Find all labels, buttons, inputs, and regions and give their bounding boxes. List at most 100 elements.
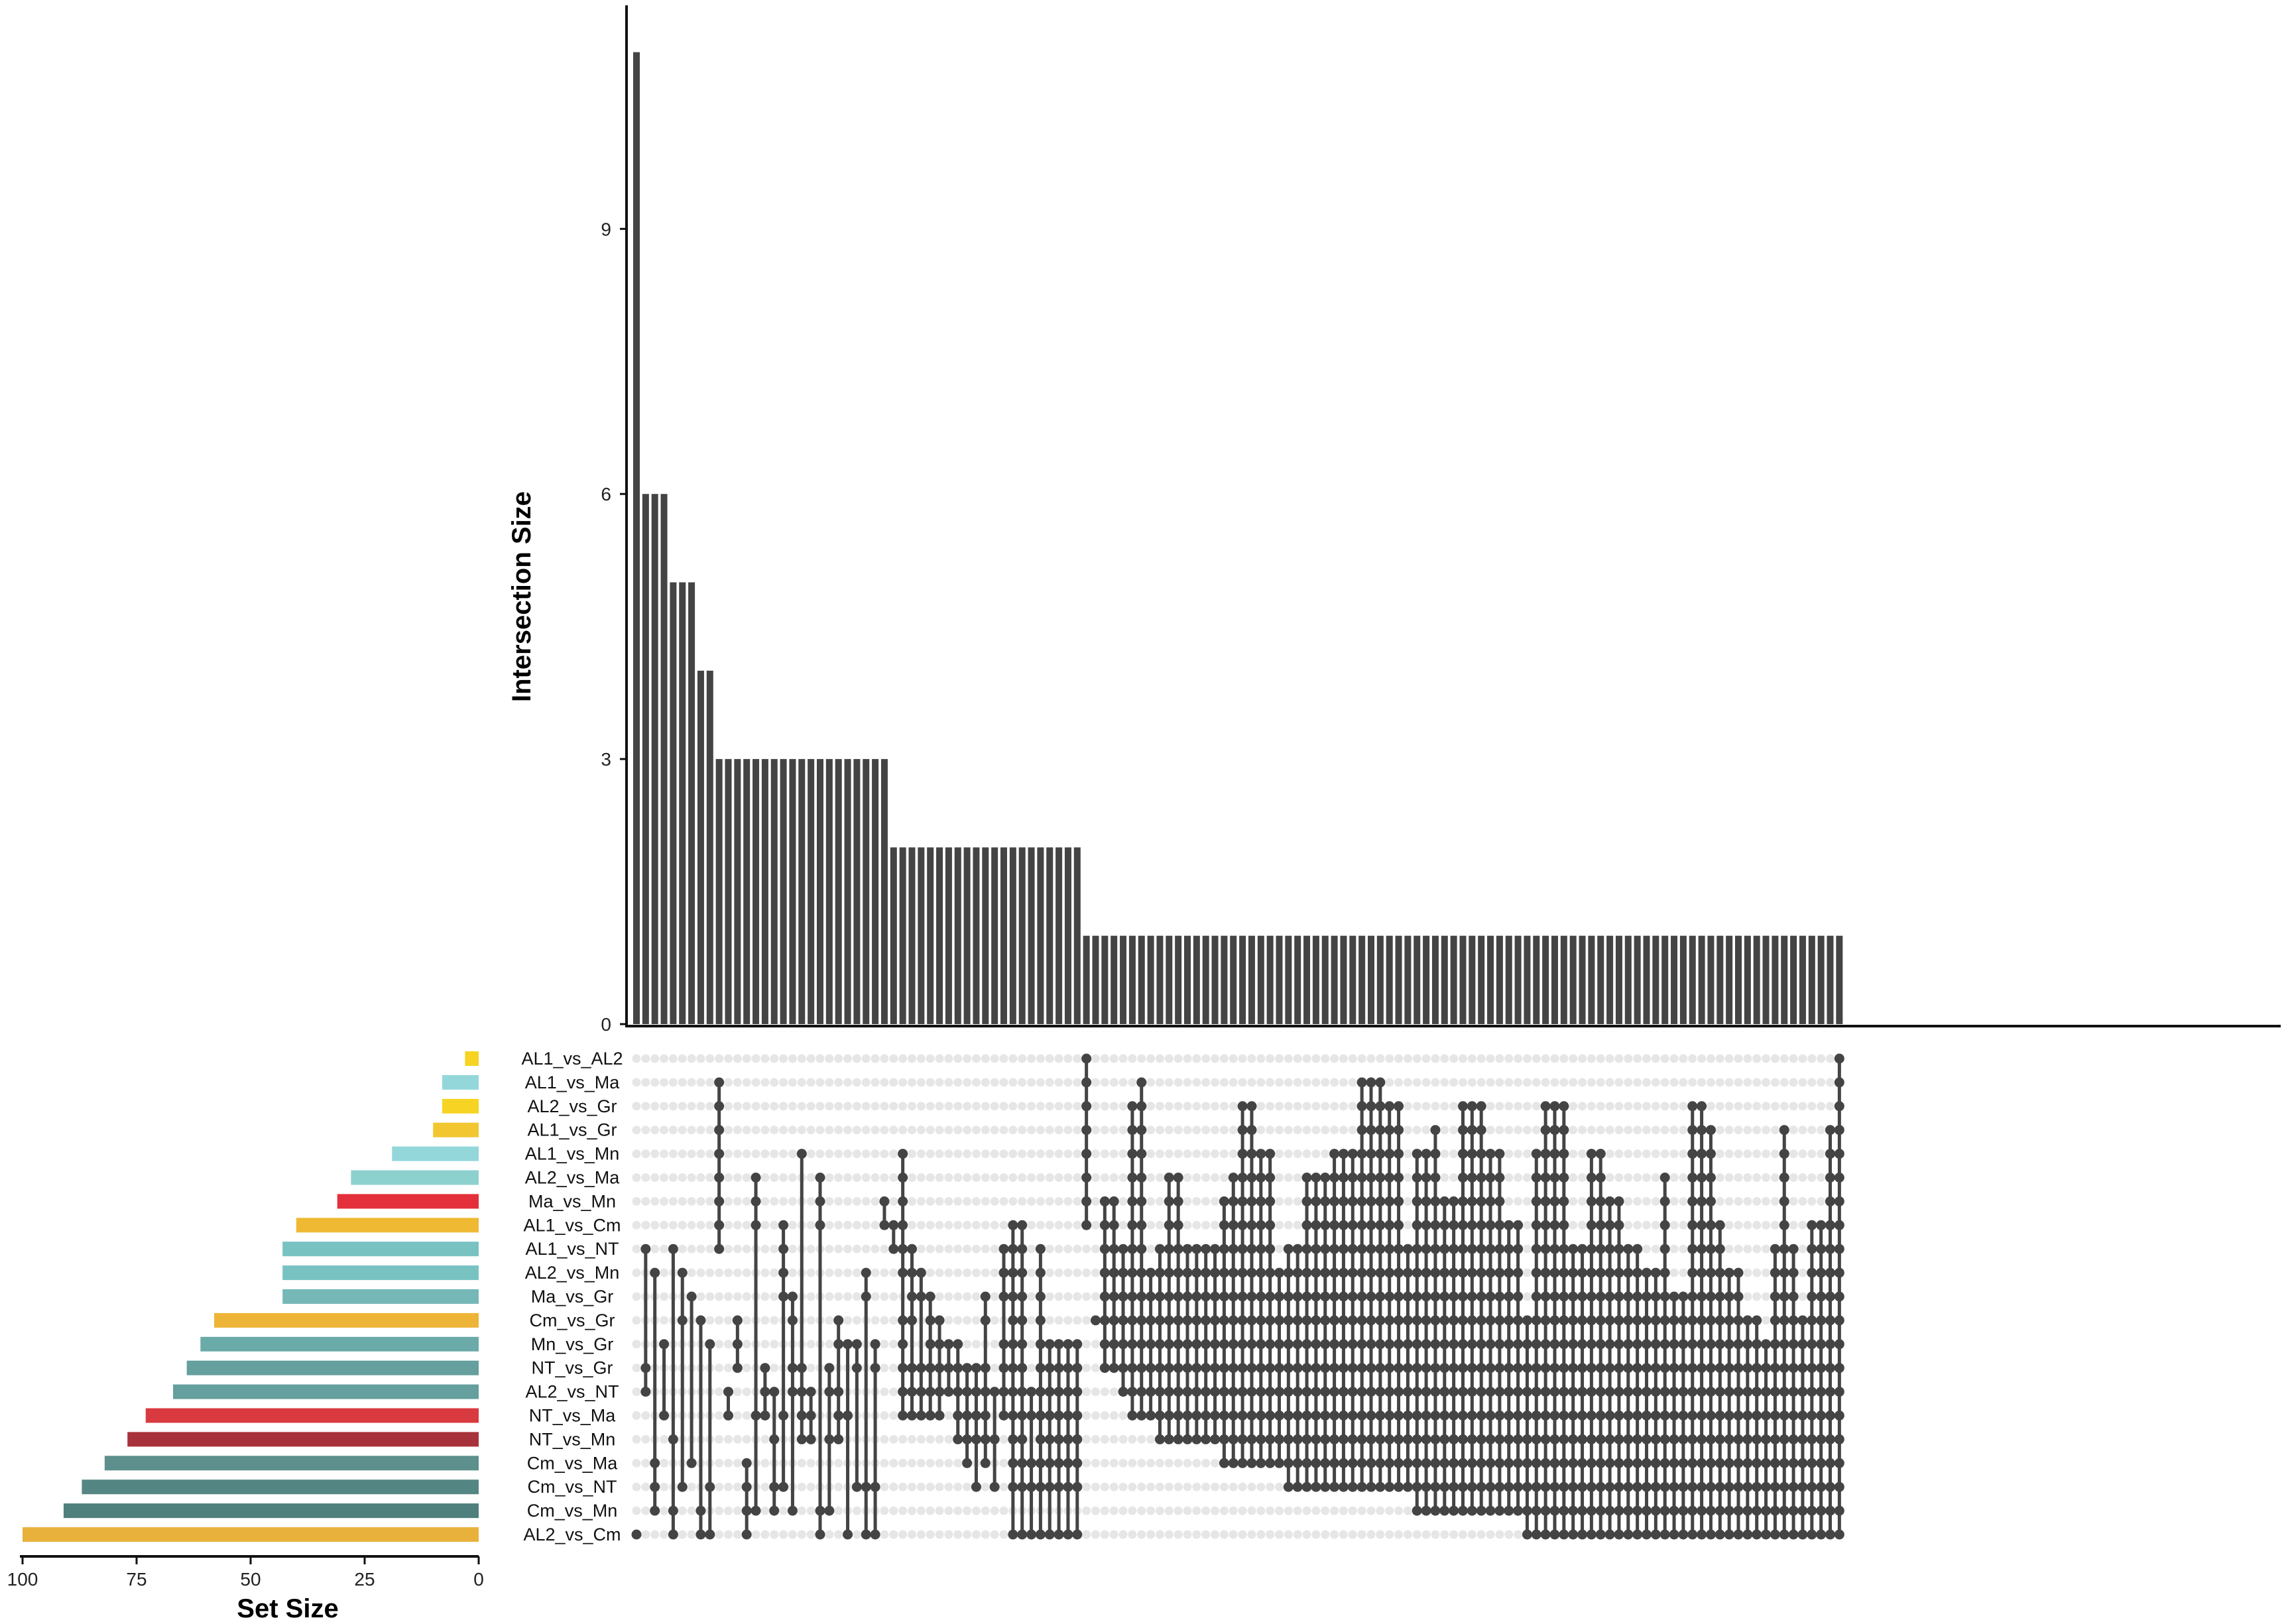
intersection-dot	[1788, 1339, 1799, 1350]
empty-dot	[1807, 1054, 1817, 1063]
empty-dot	[1118, 1458, 1128, 1468]
intersection-dot	[1604, 1363, 1615, 1373]
empty-dot	[1459, 1530, 1467, 1539]
intersection-dot	[1540, 1220, 1551, 1230]
set-size-bar	[296, 1218, 479, 1233]
empty-dot	[1118, 1054, 1128, 1063]
empty-dot	[1091, 1268, 1100, 1277]
intersection-dot	[1219, 1339, 1229, 1350]
empty-dot	[724, 1434, 733, 1444]
intersection-dot	[1219, 1411, 1229, 1421]
empty-dot	[1724, 1102, 1734, 1111]
empty-dot	[1155, 1102, 1164, 1111]
intersection-dot	[1659, 1505, 1670, 1516]
intersection-dot	[1412, 1363, 1422, 1373]
empty-dot	[1789, 1126, 1798, 1135]
intersection-dot	[1017, 1387, 1028, 1397]
intersection-dot	[1421, 1315, 1431, 1326]
intersection-dot	[1283, 1434, 1294, 1444]
empty-dot	[1743, 1292, 1752, 1301]
empty-dot	[715, 1458, 724, 1468]
intersection-dot	[934, 1315, 945, 1326]
empty-dot	[1403, 1530, 1412, 1539]
intersection-bar	[1643, 935, 1650, 1024]
intersection-dot	[1274, 1387, 1284, 1397]
empty-dot	[1082, 1482, 1091, 1491]
intersection-dot	[1458, 1387, 1468, 1397]
intersection-dot	[1476, 1220, 1486, 1230]
intersection-dot	[1467, 1125, 1477, 1135]
empty-dot	[806, 1102, 815, 1111]
intersection-dot	[1669, 1291, 1679, 1302]
empty-dot	[660, 1506, 669, 1515]
empty-dot	[1330, 1078, 1339, 1087]
intersection-dot	[1834, 1458, 1844, 1468]
intersection-dot	[1724, 1387, 1734, 1397]
intersection-dot	[1669, 1339, 1679, 1350]
intersection-dot	[1265, 1315, 1276, 1326]
intersection-dot	[1458, 1220, 1468, 1230]
empty-dot	[1082, 1363, 1091, 1373]
intersection-dot	[1154, 1315, 1165, 1326]
intersection-dot	[650, 1458, 660, 1468]
intersection-dot	[760, 1387, 770, 1397]
intersection-dot	[1210, 1434, 1221, 1444]
intersection-dot	[1761, 1363, 1772, 1373]
intersection-dot	[1081, 1077, 1092, 1088]
empty-dot	[1183, 1102, 1192, 1111]
intersection-dot	[1246, 1244, 1257, 1254]
empty-dot	[1431, 1102, 1440, 1111]
intersection-dot	[1081, 1173, 1092, 1183]
empty-dot	[660, 1196, 669, 1206]
intersection-dot	[1292, 1481, 1303, 1492]
intersection-dot	[1375, 1411, 1386, 1421]
intersection-dot	[851, 1481, 862, 1492]
intersection-dot	[1246, 1149, 1257, 1159]
empty-dot	[926, 1530, 935, 1539]
intersection-dot	[879, 1220, 890, 1230]
intersection-dot	[1301, 1339, 1312, 1350]
empty-dot	[935, 1530, 944, 1539]
empty-dot	[1238, 1482, 1247, 1491]
intersection-dot	[1549, 1481, 1560, 1492]
empty-dot	[861, 1220, 871, 1230]
empty-dot	[1724, 1173, 1734, 1182]
empty-dot	[660, 1054, 669, 1063]
empty-dot	[953, 1054, 963, 1063]
intersection-dot	[1311, 1458, 1321, 1468]
intersection-dot	[1182, 1315, 1193, 1326]
intersection-dot	[1504, 1411, 1514, 1421]
empty-dot	[935, 1506, 944, 1515]
empty-dot	[1284, 1196, 1293, 1206]
intersection-dot	[1678, 1315, 1689, 1326]
intersection-dot	[1559, 1434, 1569, 1444]
intersection-dot	[1586, 1149, 1596, 1159]
intersection-dot	[1715, 1291, 1725, 1302]
empty-dot	[1476, 1054, 1486, 1063]
empty-dot	[1514, 1196, 1523, 1206]
empty-dot	[1192, 1149, 1201, 1159]
empty-dot	[1541, 1078, 1550, 1087]
intersection-dot	[1219, 1244, 1229, 1254]
empty-dot	[981, 1530, 990, 1539]
set-label: NT_vs_Mn	[529, 1429, 616, 1449]
intersection-dot	[1476, 1481, 1486, 1492]
empty-dot	[1514, 1078, 1523, 1087]
intersection-bar	[982, 847, 989, 1024]
empty-dot	[1339, 1078, 1348, 1087]
intersection-dot	[1458, 1434, 1468, 1444]
intersection-bar	[1276, 935, 1283, 1024]
intersection-dot	[1201, 1411, 1211, 1421]
empty-dot	[696, 1126, 705, 1135]
empty-dot	[660, 1102, 669, 1111]
intersection-dot	[1604, 1339, 1615, 1350]
intersection-dot	[1127, 1291, 1138, 1302]
empty-dot	[770, 1316, 779, 1325]
intersection-dot	[1320, 1363, 1331, 1373]
intersection-dot	[925, 1387, 935, 1397]
intersection-dot	[1761, 1458, 1772, 1468]
empty-dot	[861, 1244, 871, 1253]
intersection-dot	[1577, 1339, 1588, 1350]
empty-dot	[1091, 1340, 1100, 1349]
intersection-dot	[1449, 1481, 1459, 1492]
